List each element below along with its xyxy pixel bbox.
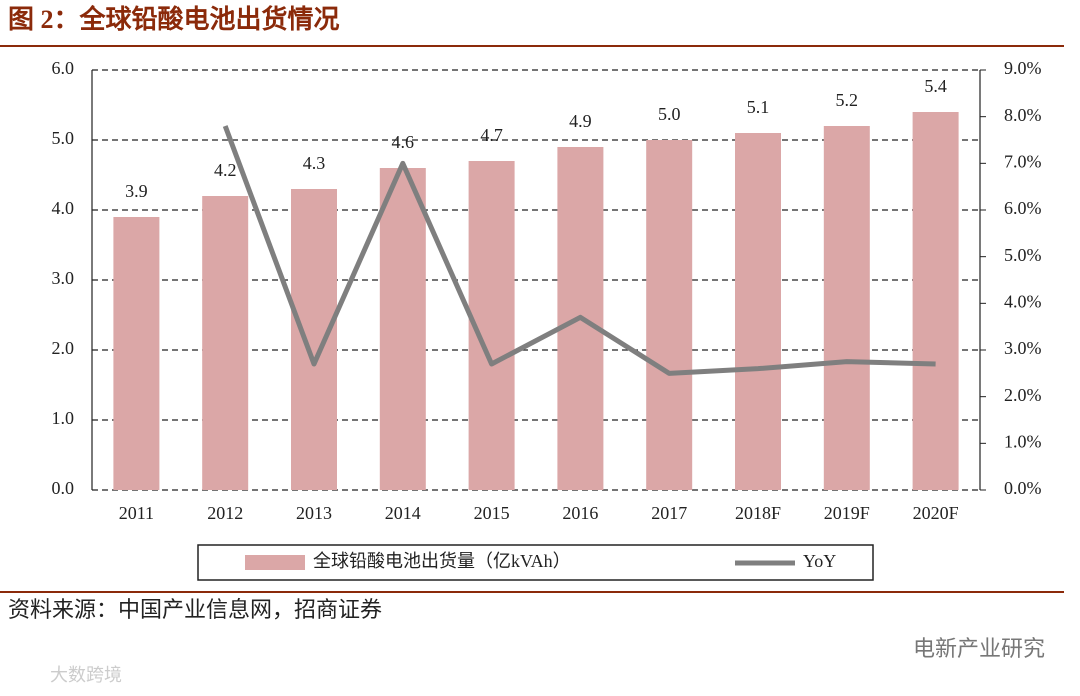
bar [735, 133, 781, 490]
data-label: 3.9 [125, 181, 148, 201]
y-tick-label: 6.0 [52, 58, 75, 78]
y-tick-label: 5.0 [52, 128, 75, 148]
bar [379, 168, 426, 490]
data-label: 4.6 [392, 132, 415, 152]
x-tick-label: 2011 [119, 503, 154, 523]
source: 资料来源：中国产业信息网，招商证券 [8, 597, 382, 622]
legend-box [197, 544, 874, 581]
legend-label: 全球铅酸电池出货量（亿kVAh） [313, 551, 571, 571]
y2-tick-label: 3.0% [1004, 338, 1042, 358]
bar [113, 217, 160, 490]
yoy-line [222, 125, 936, 376]
x-tick-label: 2015 [474, 503, 510, 523]
y-tick-label: 2.0 [52, 338, 75, 358]
x-tick-label: 2013 [296, 503, 332, 523]
y2-tick-label: 4.0% [1004, 291, 1042, 311]
legend-swatch [245, 555, 305, 570]
legend-label: YoY [803, 551, 836, 571]
watermark: 电新产业研究 [913, 637, 1045, 662]
data-label: 4.2 [214, 160, 237, 180]
y-tick-label: 0.0 [52, 478, 75, 498]
x-tick-label: 2017 [651, 503, 687, 523]
bar [823, 126, 870, 490]
figure-title: 图 2：全球铅酸电池出货情况 [8, 4, 340, 34]
data-label: 5.2 [836, 90, 859, 110]
x-tick-label: 2012 [207, 503, 243, 523]
y2-tick-label: 2.0% [1004, 385, 1042, 405]
bar [646, 140, 693, 490]
y2-tick-label: 9.0% [1004, 58, 1042, 78]
data-label: 5.4 [924, 76, 947, 96]
watermark: 大数跨境 [50, 665, 122, 686]
y2-tick-label: 1.0% [1004, 431, 1042, 451]
bar [912, 112, 959, 490]
x-tick-label: 2016 [562, 503, 598, 523]
x-tick-label: 2020F [913, 503, 959, 523]
data-label: 4.7 [480, 125, 503, 145]
bar [291, 189, 337, 490]
y2-tick-label: 8.0% [1004, 105, 1042, 125]
data-label: 5.0 [658, 104, 681, 124]
data-label: 5.1 [747, 97, 770, 117]
y-tick-label: 4.0 [52, 198, 75, 218]
bar [202, 196, 249, 490]
y-tick-label: 3.0 [52, 268, 75, 288]
y-tick-label: 1.0 [52, 408, 75, 428]
y2-tick-label: 6.0% [1004, 198, 1042, 218]
y2-tick-label: 0.0% [1004, 478, 1042, 498]
x-tick-label: 2019F [824, 503, 870, 523]
y2-tick-label: 7.0% [1004, 151, 1042, 171]
data-label: 4.3 [303, 153, 326, 173]
y2-tick-label: 5.0% [1004, 245, 1042, 265]
data-label: 4.9 [569, 111, 592, 131]
x-tick-label: 2014 [385, 503, 421, 523]
x-tick-label: 2018F [735, 503, 781, 523]
